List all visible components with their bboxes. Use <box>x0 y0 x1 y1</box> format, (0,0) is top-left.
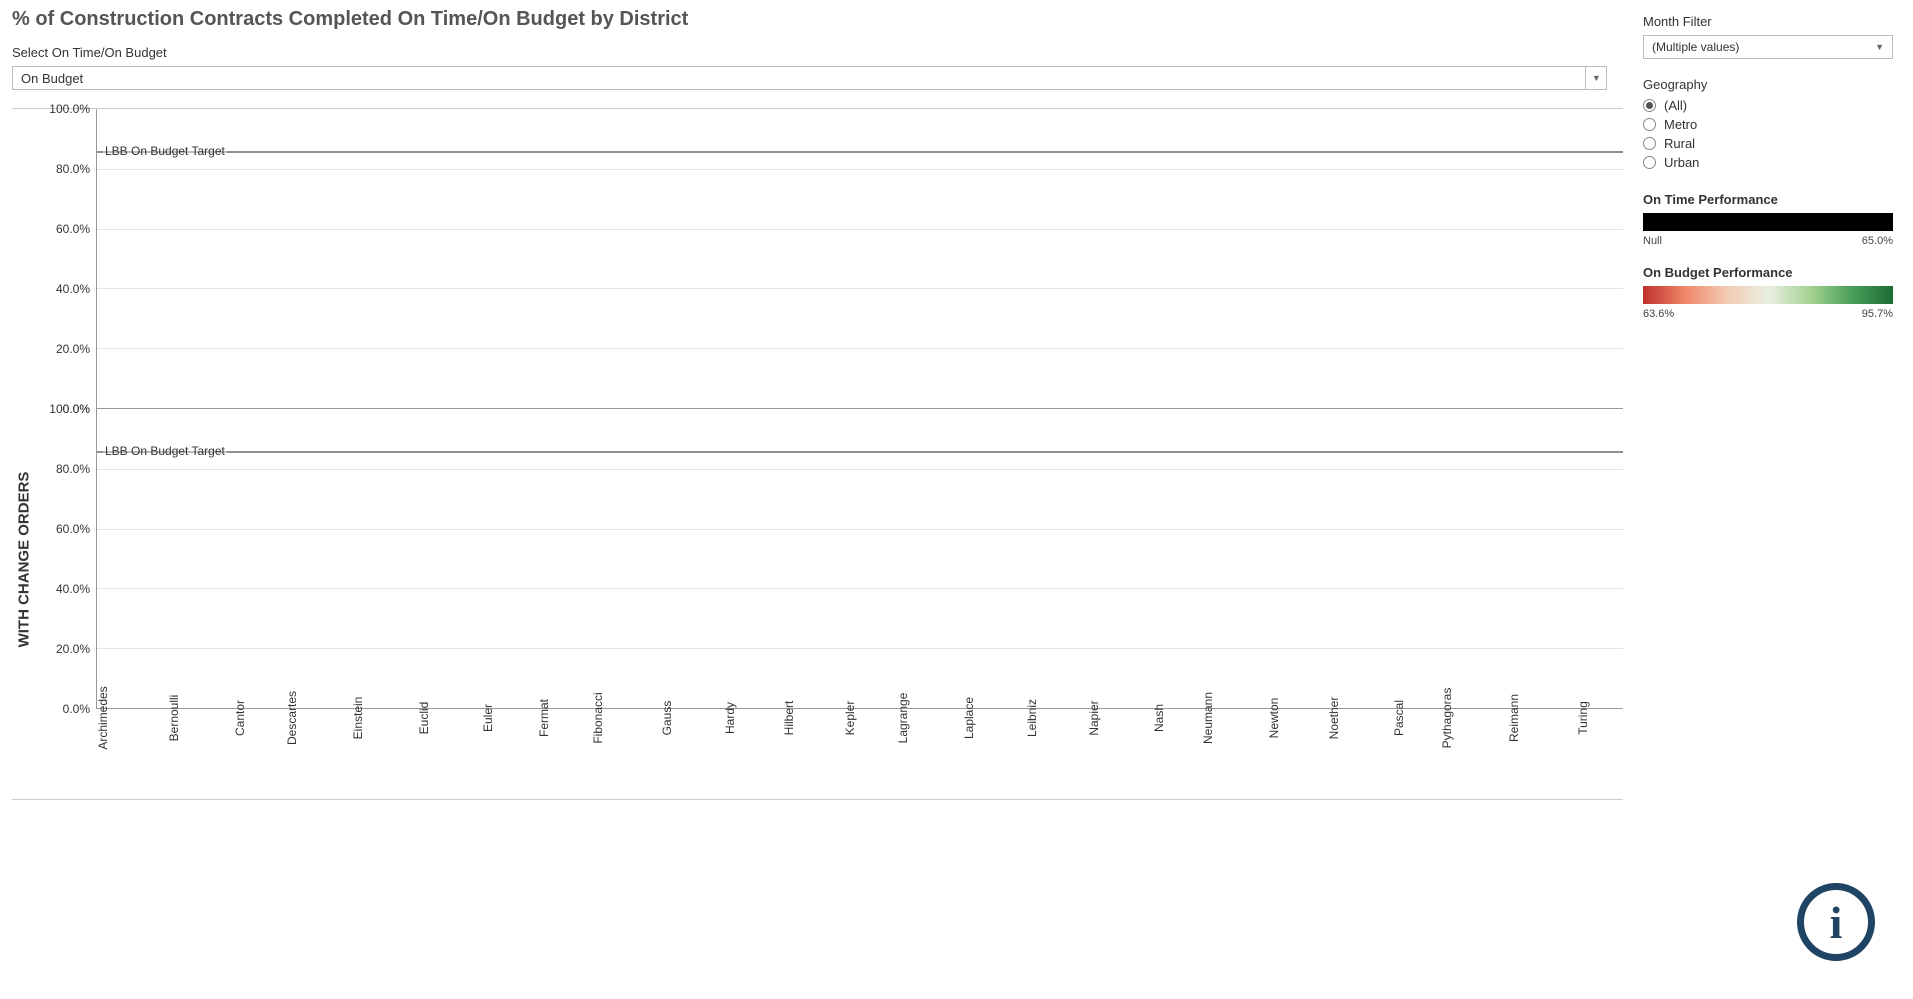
panel-bottom-label: WITH CHANGE ORDERS <box>12 409 36 709</box>
x-axis-label: Nash <box>1135 709 1196 799</box>
x-axis-label: Noether <box>1318 709 1379 799</box>
radio-label: (All) <box>1664 98 1687 113</box>
metric-select[interactable]: On Budget ▼ <box>12 66 1623 90</box>
x-axis-label: Turing <box>1562 709 1623 799</box>
metric-select-label: Select On Time/On Budget <box>12 45 1623 60</box>
x-axis-label: Hardy <box>708 709 769 799</box>
x-axis-label: Archimedes <box>96 709 159 799</box>
x-axis-label: Reimann <box>1501 709 1562 799</box>
x-axis-label: Gauss <box>647 709 708 799</box>
geography-radio[interactable]: Urban <box>1643 155 1893 170</box>
geography-label: Geography <box>1643 77 1893 92</box>
chevron-down-icon: ▼ <box>1875 42 1884 52</box>
legend-time-title: On Time Performance <box>1643 192 1893 207</box>
y-axis-bottom: 0.0%20.0%40.0%60.0%80.0%100.0% <box>36 409 96 709</box>
geography-radio[interactable]: Metro <box>1643 117 1893 132</box>
info-icon: i <box>1830 896 1843 949</box>
legend-time-labels: Null65.0% <box>1643 235 1893 247</box>
x-axis-label: Leibniz <box>1013 709 1074 799</box>
x-axis-label: Lagrange <box>891 709 952 799</box>
x-axis-label: Einstein <box>342 709 403 799</box>
x-axis-label: Descartes <box>281 709 342 799</box>
month-filter-value: (Multiple values) <box>1652 40 1739 54</box>
x-axis-label: Euclid <box>403 709 464 799</box>
x-axis-label: Bernoulli <box>159 709 220 799</box>
y-axis-top: 0.0%20.0%40.0%60.0%80.0%100.0% <box>36 109 96 409</box>
x-axis-label: Neumann <box>1196 709 1257 799</box>
radio-icon <box>1643 156 1656 169</box>
info-button[interactable]: i <box>1797 883 1875 961</box>
legend-budget-labels: 63.6%95.7% <box>1643 308 1893 320</box>
x-axis-label: Pascal <box>1379 709 1440 799</box>
geography-radio[interactable]: Rural <box>1643 136 1893 151</box>
radio-label: Urban <box>1664 155 1699 170</box>
geography-radio[interactable]: (All) <box>1643 98 1893 113</box>
x-axis-label: Fermat <box>525 709 586 799</box>
x-axis-label: Pythagoras <box>1440 709 1501 799</box>
x-axis-label: Kepler <box>830 709 891 799</box>
radio-icon <box>1643 137 1656 150</box>
plot-bottom: LBB On Budget Target <box>96 409 1623 709</box>
radio-label: Metro <box>1664 117 1697 132</box>
radio-icon <box>1643 118 1656 131</box>
chart-panel-top: 0.0%20.0%40.0%60.0%80.0%100.0% LBB On Bu… <box>12 109 1623 409</box>
legend-budget-bar <box>1643 286 1893 304</box>
radio-label: Rural <box>1664 136 1695 151</box>
plot-top: LBB On Budget Target <box>96 109 1623 409</box>
chart-area: 0.0%20.0%40.0%60.0%80.0%100.0% LBB On Bu… <box>12 108 1623 800</box>
page-title: % of Construction Contracts Completed On… <box>12 8 1623 31</box>
sidebar: Month Filter (Multiple values) ▼ Geograp… <box>1623 8 1893 800</box>
x-axis-label: Cantor <box>220 709 281 799</box>
x-axis-label: Hilbert <box>769 709 830 799</box>
chart-panel-bottom: WITH CHANGE ORDERS 0.0%20.0%40.0%60.0%80… <box>12 409 1623 709</box>
x-axis-label: Newton <box>1257 709 1318 799</box>
x-axis-label: Laplace <box>952 709 1013 799</box>
radio-icon <box>1643 99 1656 112</box>
x-axis-label: Euler <box>464 709 525 799</box>
x-axis-label: Fibonacci <box>586 709 647 799</box>
month-filter-label: Month Filter <box>1643 14 1893 29</box>
metric-select-value: On Budget <box>21 71 83 86</box>
legend-time-bar <box>1643 213 1893 231</box>
x-axis-label: Napier <box>1074 709 1135 799</box>
month-filter-select[interactable]: (Multiple values) ▼ <box>1643 35 1893 59</box>
x-axis: ArchimedesBernoulliCantorDescartesEinste… <box>96 709 1623 799</box>
geography-radios: (All) Metro Rural Urban <box>1643 98 1893 170</box>
legend-budget-title: On Budget Performance <box>1643 265 1893 280</box>
